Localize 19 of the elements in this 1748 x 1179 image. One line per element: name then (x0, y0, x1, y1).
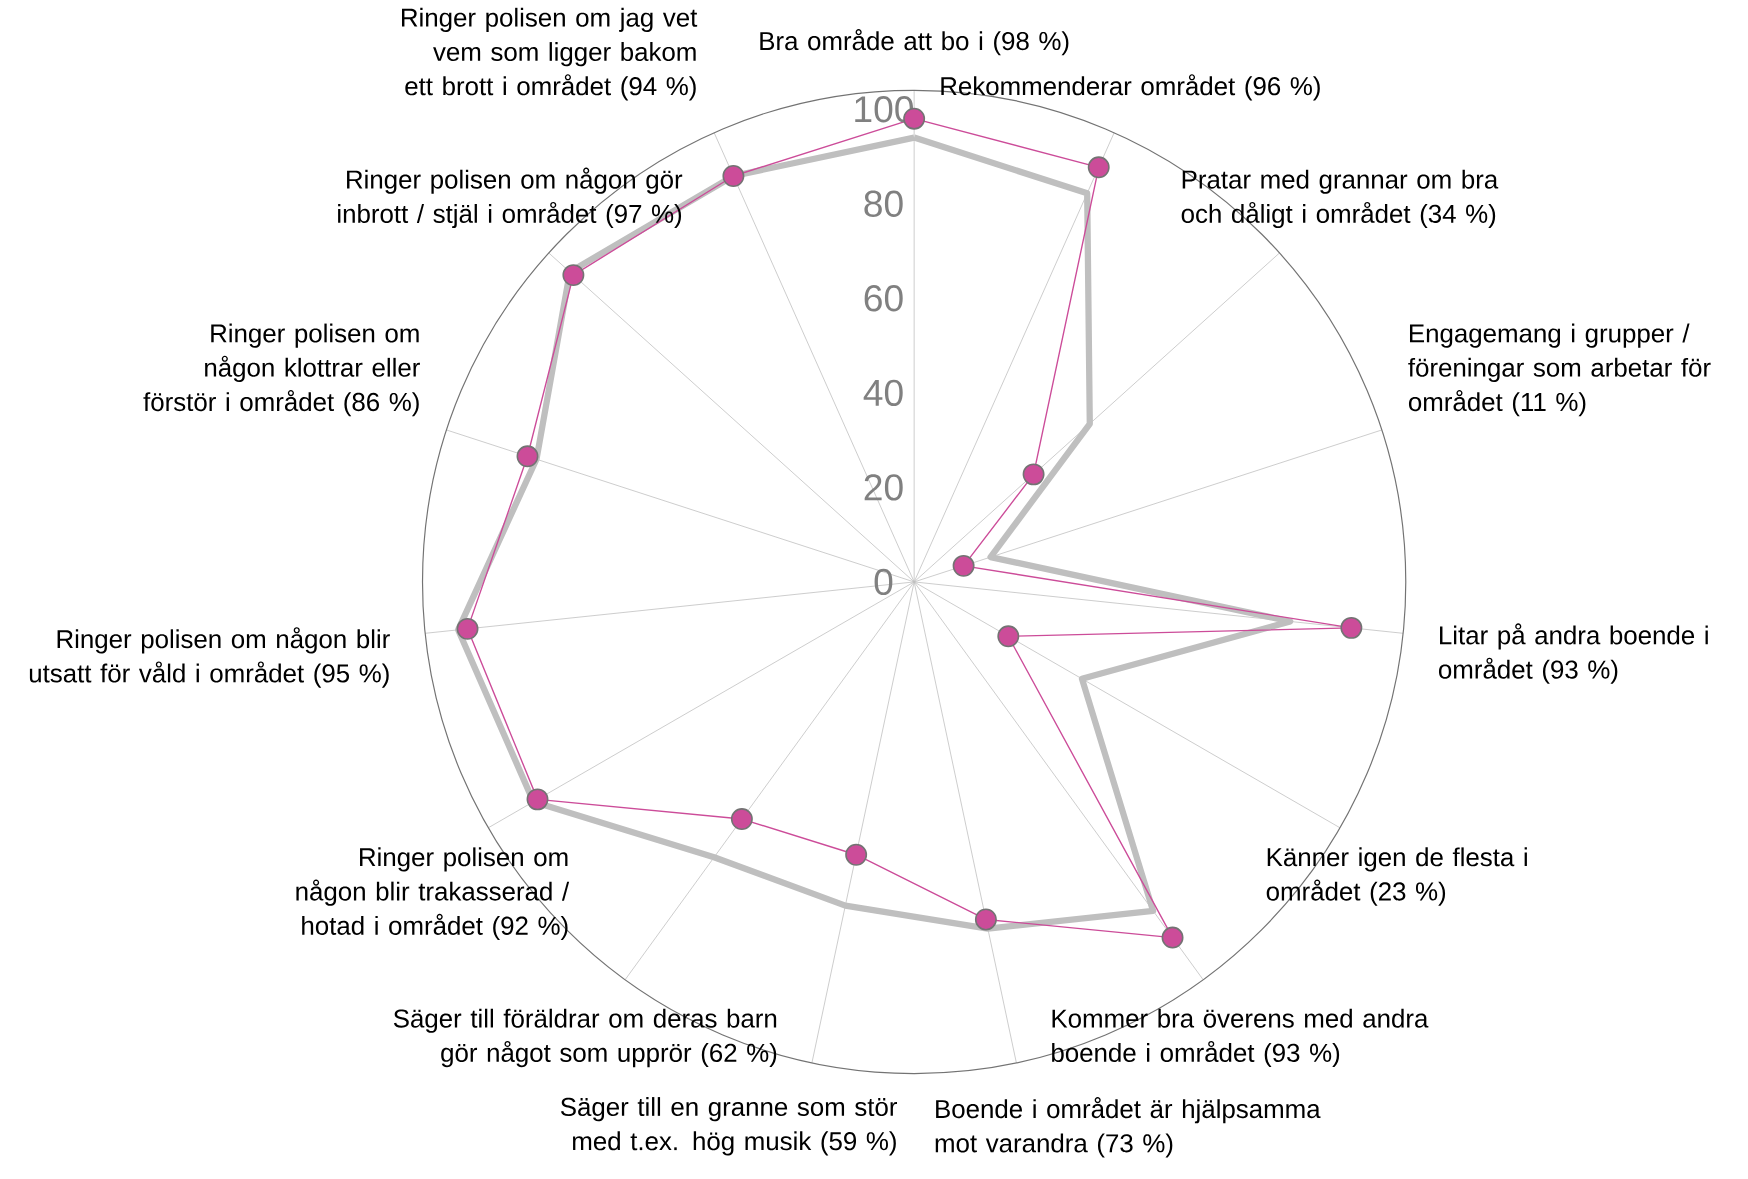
y-tick-label: 80 (864, 190, 903, 217)
spoke-label: Boende i området är hjälpsamma mot varandra (73 %) (935, 1096, 1321, 1158)
spoke-label: Bra område att bo i (98 %) (760, 28, 1069, 56)
spoke-label: Pratar med grannar om bra och dåligt i området (34 %) (1181, 169, 1499, 228)
spoke-label: Ringer polisen om jag vet vem som ligger bakom ett brott i området (94 %) (402, 7, 698, 101)
y-tick-label: 0 (874, 568, 893, 595)
spoke-label: Ringer polisen om någon blir trakasserad / hotad i området (92 %) (296, 847, 570, 940)
spoke-label: Kommer bra överens med andra boende i området (93 %) (1052, 1008, 1429, 1067)
spoke-label: Känner igen de flesta i området (23 %) (1266, 847, 1527, 906)
y-tick-label: 40 (863, 379, 903, 406)
y-tick-label: 20 (864, 473, 903, 501)
spoke-label: Ringer polisen om någon klottrar eller förstör i området (86 %) (143, 323, 420, 417)
spoke-label: Litar på andra boende i området (93 %) (1438, 623, 1708, 684)
spoke-label: Engagemang i grupper / föreningar som arbetar för området (11 %) (1408, 323, 1711, 417)
y-tick-label: 60 (864, 284, 903, 312)
spoke-label: Säger till föräldrar om deras barn gör något som upprör (62 %) (393, 1008, 777, 1067)
spoke-label: Ringer polisen om någon blir utsatt för våld i området (95 %) (29, 626, 390, 688)
spoke-label: Rekommenderar området (96 %) (941, 74, 1320, 101)
spoke-label: Säger till en granne som stör med t.ex. hög musik (59 %) (560, 1096, 898, 1156)
